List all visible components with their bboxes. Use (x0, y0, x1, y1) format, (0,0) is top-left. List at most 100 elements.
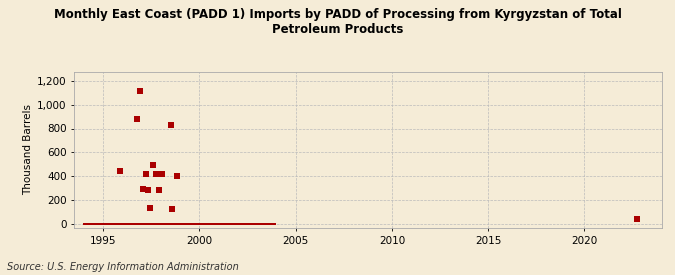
Point (246, 221, 256, 226)
Point (152, 221, 163, 226)
Point (252, 221, 263, 226)
Point (165, 123, 176, 127)
Point (146, 221, 157, 226)
Point (105, 221, 116, 226)
Point (219, 221, 230, 226)
Point (135, 221, 146, 226)
Point (138, 221, 149, 226)
Point (175, 221, 186, 226)
Point (180, 221, 191, 226)
Point (118, 221, 129, 226)
Point (160, 221, 171, 226)
Point (187, 221, 198, 226)
Point (147, 163, 158, 167)
Point (173, 221, 184, 226)
Point (223, 221, 234, 226)
Point (141, 171, 152, 176)
Point (229, 221, 240, 226)
Point (169, 221, 180, 226)
Point (202, 221, 213, 226)
Point (250, 221, 261, 226)
Point (256, 221, 267, 226)
Point (137, 221, 148, 226)
Point (107, 221, 118, 226)
Point (263, 221, 274, 226)
Point (188, 221, 199, 226)
Point (134, 221, 144, 226)
Point (108, 221, 119, 226)
Point (270, 221, 281, 226)
Point (178, 221, 188, 226)
Point (90, 221, 101, 226)
Point (121, 221, 132, 226)
Point (86, 221, 97, 226)
Point (239, 221, 250, 226)
Point (242, 221, 253, 226)
Point (217, 221, 228, 226)
Point (132, 221, 142, 226)
Point (216, 221, 227, 226)
Point (172, 221, 183, 226)
Point (157, 171, 168, 176)
Point (154, 188, 165, 192)
Point (117, 221, 128, 226)
Point (190, 221, 201, 226)
Point (110, 221, 121, 226)
Point (263, 221, 273, 226)
Point (200, 221, 211, 226)
Point (80, 221, 91, 226)
Point (254, 221, 265, 226)
Point (259, 221, 270, 226)
Y-axis label: Thousand Barrels: Thousand Barrels (23, 104, 33, 195)
Point (98, 221, 109, 226)
Point (202, 221, 213, 226)
Point (254, 221, 265, 226)
Point (113, 221, 124, 226)
Point (164, 221, 175, 226)
Point (132, 117, 142, 121)
Point (176, 221, 186, 226)
Point (259, 221, 269, 226)
Point (126, 221, 136, 226)
Point (145, 221, 156, 226)
Point (130, 221, 141, 226)
Point (213, 221, 224, 226)
Point (84, 221, 95, 226)
Point (128, 221, 138, 226)
Point (186, 221, 196, 226)
Point (109, 221, 120, 226)
Point (632, 216, 643, 221)
Point (101, 221, 112, 226)
Point (155, 221, 166, 226)
Point (170, 221, 181, 226)
Point (96, 221, 107, 226)
Point (205, 221, 215, 226)
Point (132, 221, 143, 226)
Point (159, 221, 170, 226)
Point (225, 221, 236, 226)
Point (227, 221, 238, 226)
Point (261, 221, 272, 226)
Point (155, 221, 165, 226)
Point (157, 221, 168, 226)
Point (139, 221, 150, 226)
Point (199, 221, 210, 226)
Point (127, 221, 138, 226)
Point (159, 221, 169, 226)
Point (184, 221, 195, 226)
Point (243, 221, 254, 226)
Point (204, 221, 215, 226)
Point (215, 221, 226, 226)
Point (78, 221, 89, 226)
Point (268, 221, 279, 226)
Point (225, 221, 236, 226)
Point (207, 221, 217, 226)
Point (93, 221, 104, 226)
Point (194, 221, 205, 226)
Point (95, 221, 106, 226)
Point (114, 221, 125, 226)
Point (101, 221, 111, 226)
Point (168, 221, 179, 226)
Point (124, 221, 134, 226)
Point (251, 221, 262, 226)
